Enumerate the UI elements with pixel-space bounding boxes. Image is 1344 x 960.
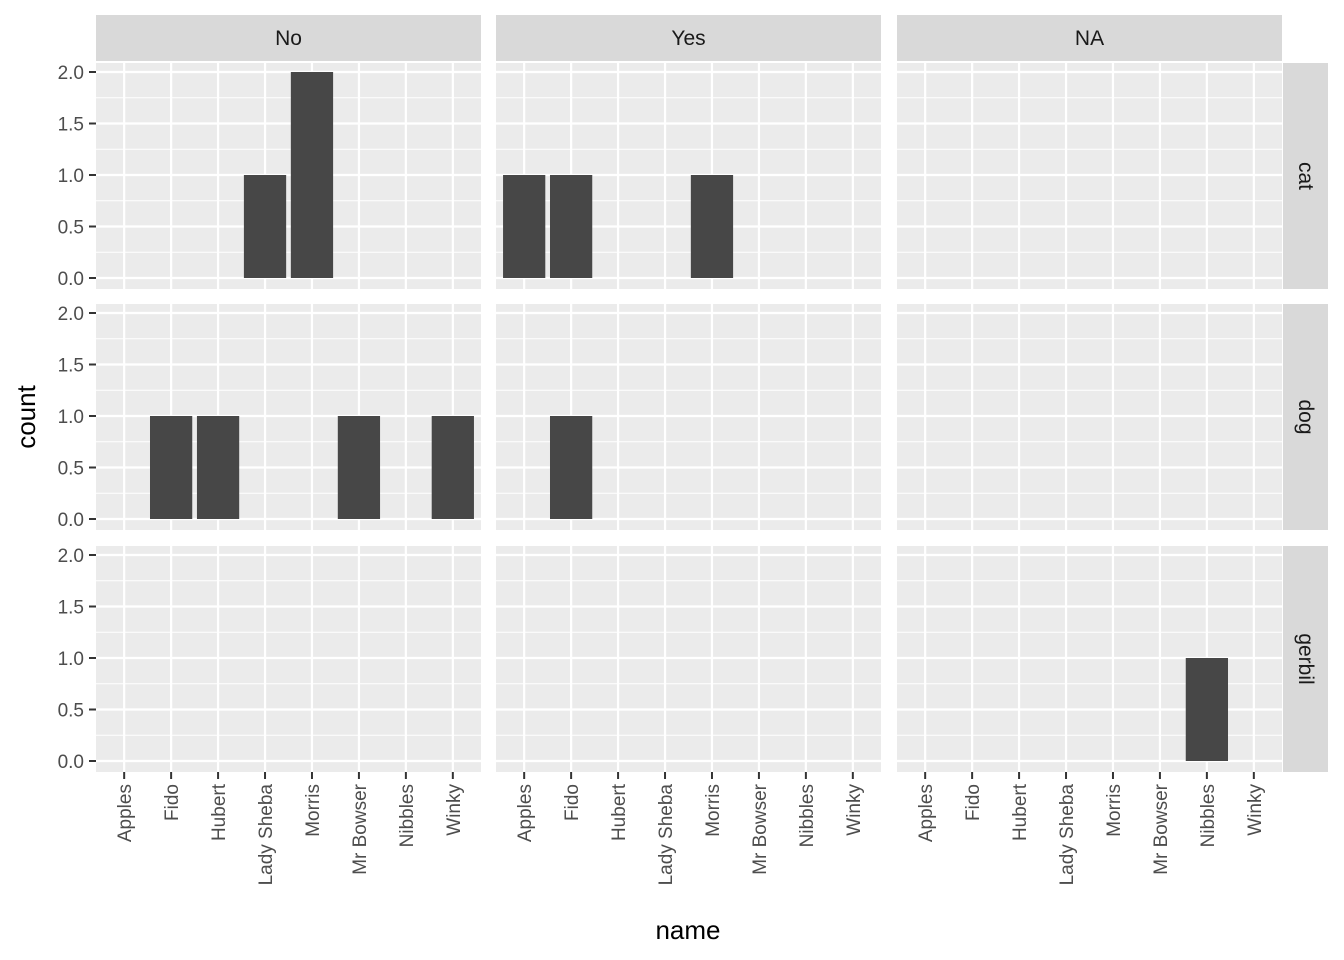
x-tick-label-lady-sheba: Lady Sheba [656, 784, 677, 886]
bar-dog-no-fido [149, 416, 193, 519]
x-tick-label-apples: Apples [916, 784, 937, 842]
x-tick-label-fido: Fido [562, 784, 583, 821]
x-tick-label-mr-bowser: Mr Bowser [350, 783, 371, 874]
bar-cat-no-morris [290, 72, 334, 278]
bar-cat-yes-morris [690, 175, 734, 278]
x-tick-label-nibbles: Nibbles [797, 784, 818, 847]
x-tick-label-morris: Morris [303, 784, 324, 837]
x-tick-label-hubert: Hubert [609, 783, 630, 841]
panel-gerbil-na [897, 546, 1282, 772]
y-tick-label: 0.5 [58, 701, 84, 722]
bar-cat-yes-fido [549, 175, 593, 278]
x-tick-label-nibbles: Nibbles [1198, 784, 1219, 847]
y-tick-label: 1.5 [58, 598, 84, 619]
x-tick-label-winky: Winky [1245, 784, 1266, 836]
x-tick-label-hubert: Hubert [209, 783, 230, 841]
strip-label-na: NA [1075, 27, 1104, 50]
panel-cat-yes [496, 63, 881, 289]
y-tick-label: 1.5 [58, 356, 84, 377]
strip-label-cat: cat [1294, 162, 1317, 190]
y-tick-label: 1.5 [58, 115, 84, 136]
panel-gerbil-yes [496, 546, 881, 772]
x-tick-label-morris: Morris [703, 784, 724, 837]
y-tick-label: 0.0 [58, 510, 84, 531]
bar-dog-no-hubert [196, 416, 240, 519]
bar-dog-no-mr-bowser [337, 416, 381, 519]
y-tick-label: 0.5 [58, 218, 84, 239]
x-tick-label-nibbles: Nibbles [397, 784, 418, 847]
strip-right-cat [1283, 63, 1328, 289]
x-tick-label-apples: Apples [515, 784, 536, 842]
x-tick-label-lady-sheba: Lady Sheba [256, 784, 277, 886]
panel-dog-na [897, 304, 1282, 530]
panels-layer: No Yes NA cat dog gerbil [96, 15, 1328, 772]
strip-label-no: No [275, 27, 302, 50]
y-tick-label: 1.0 [58, 407, 84, 428]
x-tick-label-mr-bowser: Mr Bowser [750, 783, 771, 874]
x-tick-label-apples: Apples [115, 784, 136, 842]
y-tick-label: 0.5 [58, 459, 84, 480]
y-tick-label: 1.0 [58, 166, 84, 187]
panel-cat-no [96, 63, 481, 289]
strip-top-no [96, 15, 481, 61]
x-tick-label-morris: Morris [1104, 784, 1125, 837]
panel-dog-yes [496, 304, 881, 530]
panel-gerbil-no [96, 546, 481, 772]
y-tick-label: 0.0 [58, 269, 84, 290]
x-tick-label-winky: Winky [844, 784, 865, 836]
bar-dog-yes-fido [549, 416, 593, 519]
y-tick-label: 1.0 [58, 649, 84, 670]
bar-gerbil-na-nibbles [1185, 658, 1229, 761]
y-tick-label: 0.0 [58, 752, 84, 773]
strip-top-na [897, 15, 1282, 61]
x-tick-label-hubert: Hubert [1010, 783, 1031, 841]
x-tick-label-fido: Fido [162, 784, 183, 821]
bar-dog-no-winky [431, 416, 474, 519]
bar-cat-no-lady-sheba [243, 175, 287, 278]
strip-right-dog [1283, 304, 1328, 530]
strip-label-gerbil: gerbil [1294, 633, 1317, 684]
panel-dog-no [96, 304, 481, 530]
strip-label-dog: dog [1294, 399, 1317, 434]
strip-right-gerbil [1283, 546, 1328, 772]
y-tick-label: 2.0 [58, 546, 84, 567]
bar-cat-yes-apples [503, 175, 546, 278]
y-axis-title: count [11, 384, 41, 448]
x-tick-label-mr-bowser: Mr Bowser [1151, 783, 1172, 874]
panel-cat-na [897, 63, 1282, 289]
strip-top-yes [496, 15, 881, 61]
y-tick-label: 2.0 [58, 63, 84, 84]
y-tick-label: 2.0 [58, 304, 84, 325]
x-tick-label-winky: Winky [444, 784, 465, 836]
x-axis-title: name [655, 915, 720, 945]
x-tick-label-fido: Fido [963, 784, 984, 821]
axes-layer: 0.0 0.5 1.0 1.5 2.0 0.0 0.5 1.0 1.5 2.0 0.0 0.5 1.0 1… [58, 63, 1266, 885]
strip-label-yes: Yes [671, 27, 705, 50]
x-tick-label-lady-sheba: Lady Sheba [1057, 784, 1078, 886]
